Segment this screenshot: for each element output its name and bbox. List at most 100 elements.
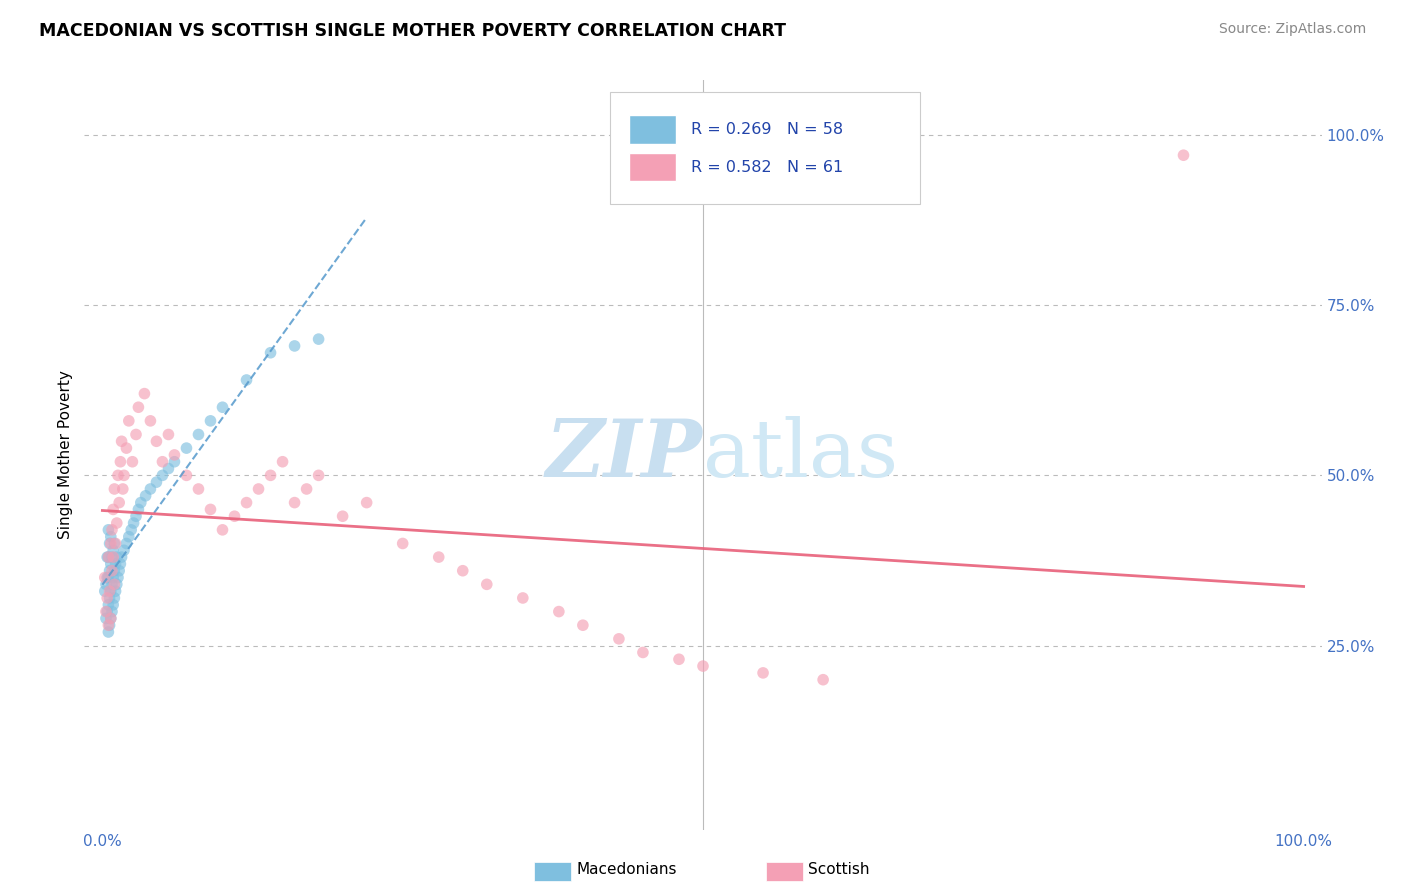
Point	[98, 564, 121, 578]
Point	[235, 495, 257, 509]
Point	[271, 455, 294, 469]
Point	[101, 564, 124, 578]
Point	[115, 536, 138, 550]
Point	[100, 530, 122, 544]
Point	[96, 570, 118, 584]
Point	[127, 401, 149, 415]
Point	[308, 332, 330, 346]
Point	[97, 618, 120, 632]
Point	[512, 591, 534, 605]
Point	[101, 605, 124, 619]
Point	[111, 482, 134, 496]
Point	[152, 455, 174, 469]
Point	[200, 414, 222, 428]
Point	[668, 652, 690, 666]
Point	[692, 659, 714, 673]
Point	[104, 557, 127, 571]
Text: MACEDONIAN VS SCOTTISH SINGLE MOTHER POVERTY CORRELATION CHART: MACEDONIAN VS SCOTTISH SINGLE MOTHER POV…	[39, 22, 786, 40]
Point	[176, 441, 198, 455]
Point	[187, 482, 209, 496]
Point	[139, 414, 162, 428]
Point	[475, 577, 498, 591]
Point	[108, 495, 131, 509]
Point	[98, 618, 121, 632]
Point	[259, 345, 281, 359]
Point	[118, 530, 141, 544]
Point	[139, 482, 162, 496]
Point	[115, 441, 138, 455]
Point	[101, 550, 124, 565]
Point	[112, 468, 135, 483]
Point	[103, 591, 125, 605]
Point	[97, 550, 120, 565]
Point	[135, 489, 157, 503]
Point	[94, 605, 117, 619]
Point	[163, 448, 186, 462]
FancyBboxPatch shape	[628, 153, 676, 181]
Point	[607, 632, 630, 646]
Point	[104, 536, 127, 550]
FancyBboxPatch shape	[628, 115, 676, 144]
Point	[100, 611, 122, 625]
Point	[547, 605, 569, 619]
Point	[97, 625, 120, 640]
Point	[157, 461, 180, 475]
Point	[127, 502, 149, 516]
Text: Scottish: Scottish	[808, 863, 870, 877]
Point	[112, 543, 135, 558]
Point	[176, 468, 198, 483]
Point	[752, 665, 775, 680]
Point	[200, 502, 222, 516]
Point	[118, 414, 141, 428]
Point	[391, 536, 413, 550]
Point	[94, 570, 117, 584]
Point	[103, 564, 125, 578]
Point	[98, 536, 121, 550]
Point	[105, 550, 128, 565]
Point	[125, 509, 148, 524]
Point	[104, 584, 127, 599]
Point	[295, 482, 318, 496]
Text: ZIP: ZIP	[546, 417, 703, 493]
Point	[1173, 148, 1195, 162]
Point	[224, 509, 246, 524]
Point	[247, 482, 270, 496]
Point	[98, 591, 121, 605]
Point	[96, 591, 118, 605]
Point	[145, 434, 167, 449]
Point	[120, 523, 142, 537]
Point	[110, 434, 132, 449]
Point	[100, 584, 122, 599]
Point	[110, 550, 132, 565]
Point	[100, 536, 122, 550]
Point	[107, 570, 129, 584]
Point	[125, 427, 148, 442]
Point	[108, 564, 131, 578]
Point	[103, 577, 125, 591]
Point	[103, 502, 125, 516]
Text: atlas: atlas	[703, 416, 898, 494]
Point	[96, 550, 118, 565]
Point	[211, 523, 233, 537]
Point	[103, 570, 125, 584]
Point	[152, 468, 174, 483]
FancyBboxPatch shape	[610, 92, 920, 204]
Point	[94, 577, 117, 591]
Point	[235, 373, 257, 387]
Point	[157, 427, 180, 442]
Point	[103, 550, 125, 565]
Point	[122, 516, 145, 530]
Point	[97, 570, 120, 584]
Point	[103, 598, 125, 612]
Text: Source: ZipAtlas.com: Source: ZipAtlas.com	[1219, 22, 1367, 37]
Point	[101, 577, 124, 591]
Point	[103, 543, 125, 558]
Point	[163, 455, 186, 469]
Point	[129, 495, 152, 509]
Point	[96, 605, 118, 619]
Point	[97, 550, 120, 565]
Y-axis label: Single Mother Poverty: Single Mother Poverty	[58, 370, 73, 540]
Point	[103, 482, 125, 496]
Point	[259, 468, 281, 483]
Text: R = 0.269   N = 58: R = 0.269 N = 58	[690, 122, 842, 137]
